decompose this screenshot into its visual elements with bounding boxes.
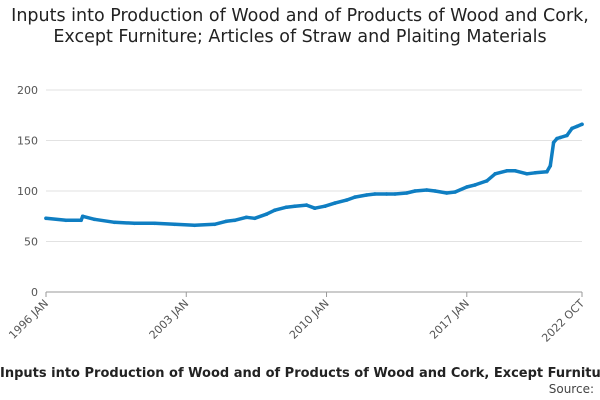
data-point — [575, 124, 579, 129]
data-point — [284, 205, 289, 209]
data-point — [172, 222, 177, 227]
chart-source: Source: — [548, 382, 594, 396]
data-point — [132, 221, 137, 226]
data-point — [551, 140, 556, 145]
data-point — [364, 193, 369, 197]
chart-footer: Inputs into Production of Wood and of Pr… — [0, 366, 600, 381]
data-point — [413, 189, 417, 193]
data-point — [513, 169, 517, 173]
x-tick-label: 2010 JAN — [287, 297, 332, 342]
data-point — [92, 217, 97, 222]
data-point — [373, 192, 377, 196]
data-point — [304, 203, 309, 207]
grid-layer — [46, 89, 582, 293]
data-point — [525, 172, 529, 176]
data-point — [333, 201, 337, 205]
series-line — [44, 122, 584, 228]
y-tick-label: 0 — [31, 286, 38, 299]
data-point — [558, 135, 563, 140]
data-point — [424, 188, 429, 192]
data-point — [79, 218, 83, 223]
data-point — [252, 216, 257, 221]
data-point — [580, 122, 584, 127]
data-point — [344, 198, 349, 202]
axis-layer: 0 50 100 150 200 1996 JAN 2003 JAN 2010 JAN 2017… — [6, 84, 587, 345]
data-point — [152, 221, 157, 226]
data-point — [505, 169, 509, 173]
data-point — [313, 206, 317, 210]
data-point — [80, 214, 85, 219]
chart-title: Inputs into Production of Wood and of Pr… — [11, 6, 589, 47]
data-point — [244, 215, 249, 220]
data-point — [444, 191, 449, 195]
y-tick-label: 100 — [17, 185, 38, 198]
data-point — [64, 218, 68, 223]
data-point — [384, 192, 389, 196]
data-point — [212, 222, 217, 227]
data-point — [323, 204, 327, 208]
data-point — [404, 191, 409, 195]
data-point — [565, 133, 569, 138]
data-point — [192, 223, 197, 228]
data-point — [453, 190, 457, 194]
data-point — [548, 164, 553, 168]
data-point — [264, 212, 269, 216]
y-tick-label: 50 — [24, 236, 38, 249]
series-layer — [44, 122, 584, 228]
x-tick-label: 2022 OCT — [539, 297, 587, 345]
x-tick-label: 2003 JAN — [147, 297, 192, 342]
data-point — [493, 172, 498, 176]
data-point — [112, 220, 117, 225]
data-point — [555, 136, 559, 141]
x-tick-label: 1996 JAN — [6, 297, 51, 342]
data-point — [44, 216, 48, 221]
data-point — [433, 189, 437, 193]
x-tick-label: 2017 JAN — [427, 297, 472, 342]
data-point — [224, 219, 229, 224]
data-point — [545, 170, 549, 174]
y-tick-label: 200 — [17, 84, 38, 97]
data-point — [533, 171, 537, 175]
data-point — [570, 126, 574, 131]
data-point — [393, 192, 397, 196]
data-point — [485, 179, 489, 183]
data-point — [473, 183, 477, 187]
data-point — [232, 218, 237, 223]
data-point — [353, 195, 357, 199]
y-tick-label: 150 — [17, 135, 38, 148]
data-point — [465, 185, 469, 189]
data-point — [293, 204, 297, 208]
data-point — [273, 208, 277, 212]
